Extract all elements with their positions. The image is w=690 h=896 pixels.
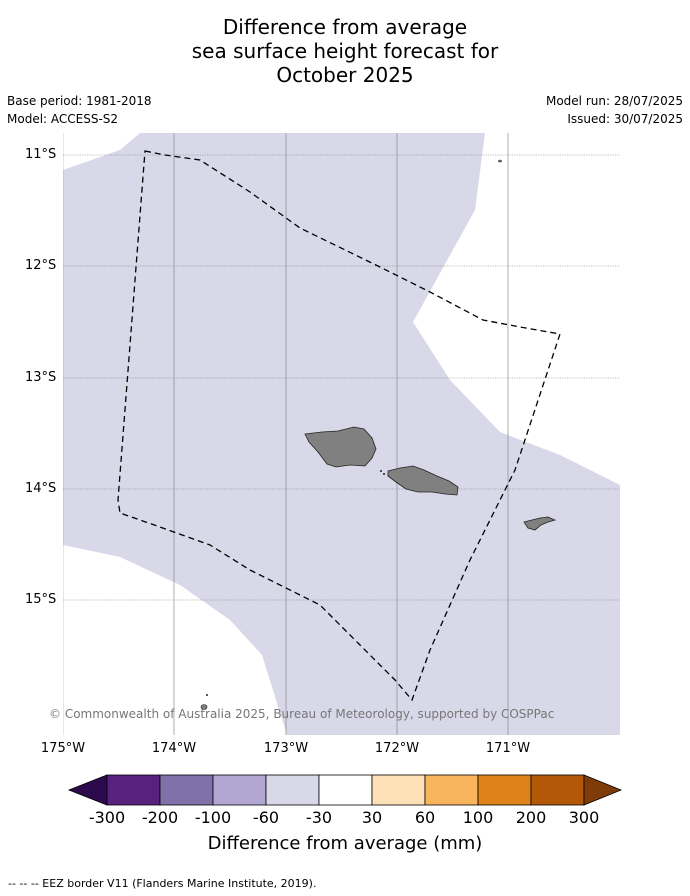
lon-label-175w: 175°W: [40, 741, 86, 756]
apolima-islet: [380, 470, 382, 472]
colorbar-tick-label: 200: [515, 808, 547, 827]
small-island-north: [498, 159, 502, 163]
upolu-island: [387, 465, 459, 496]
grid-lines: [63, 133, 620, 735]
model-run: Model run: 28/07/2025: [545, 94, 683, 108]
colorbar-tick-label: -60: [252, 808, 280, 827]
colorbar-tick-label: 30: [361, 808, 383, 827]
colorbar: [67, 774, 623, 806]
issued-date: Issued: 30/07/2025: [567, 112, 683, 126]
title-line-3: October 2025: [276, 63, 414, 87]
small-island-south: [200, 704, 208, 710]
lat-label-15s: 15°S: [25, 592, 57, 607]
lat-label-11s: 11°S: [25, 147, 57, 162]
colorbar-tick-label: -30: [305, 808, 333, 827]
colorbar-low-extend: [67, 774, 108, 806]
tutuila-island: [523, 516, 557, 531]
base-period: Base period: 1981-2018: [7, 94, 152, 108]
map-panel: [63, 133, 620, 735]
copyright-text: © Commonwealth of Australia 2025, Bureau…: [49, 707, 555, 721]
manono-islet: [383, 473, 385, 475]
colorbar-bin-9: [530, 774, 585, 806]
colorbar-tick-label: 300: [568, 808, 600, 827]
colorbar-bin-8: [477, 774, 532, 806]
savaii-island: [304, 426, 377, 468]
small-island-dot: [206, 694, 208, 696]
lat-label-14s: 14°S: [25, 481, 57, 496]
colorbar-title: Difference from average (mm): [207, 833, 483, 854]
colorbar-high-extend: [583, 774, 623, 806]
lat-label-12s: 12°S: [25, 258, 57, 273]
eez-legend-footer: -- -- -- EEZ border V11 (Flanders Marine…: [8, 877, 317, 890]
title-line-2: sea surface height forecast for: [191, 39, 499, 63]
colorbar-tick-label: -100: [194, 808, 232, 827]
colorbar-bin-6: [371, 774, 426, 806]
lat-label-13s: 13°S: [25, 370, 57, 385]
colorbar-bin-4: [265, 774, 320, 806]
lon-label-171w: 171°W: [485, 741, 531, 756]
eez-border: [117, 150, 561, 702]
colorbar-tick-label: 60: [414, 808, 436, 827]
lon-label-173w: 173°W: [263, 741, 309, 756]
colorbar-bin-5: [318, 774, 373, 806]
colorbar-tick-label: -300: [88, 808, 126, 827]
colorbar-bin-2: [159, 774, 214, 806]
colorbar-tick-label: 100: [462, 808, 494, 827]
model-name: Model: ACCESS-S2: [7, 112, 119, 126]
title-line-1: Difference from average: [222, 15, 468, 39]
colorbar-bin-1: [106, 774, 161, 806]
colorbar-tick-label: -200: [141, 808, 179, 827]
colorbar-bin-3: [212, 774, 267, 806]
lon-label-172w: 172°W: [374, 741, 420, 756]
lon-label-174w: 174°W: [151, 741, 197, 756]
colorbar-bin-7: [424, 774, 479, 806]
